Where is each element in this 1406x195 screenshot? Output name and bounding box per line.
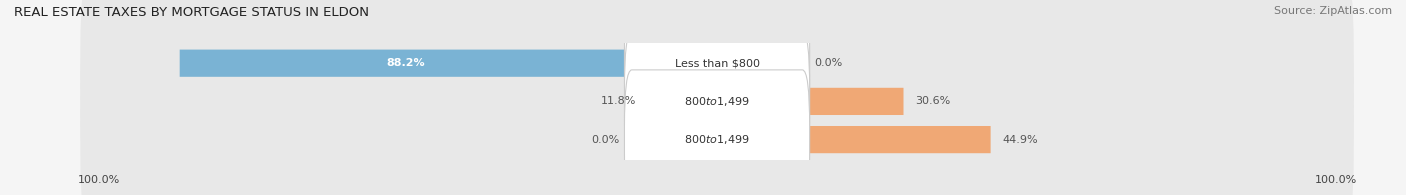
Text: REAL ESTATE TAXES BY MORTGAGE STATUS IN ELDON: REAL ESTATE TAXES BY MORTGAGE STATUS IN … [14,6,368,19]
Text: 30.6%: 30.6% [915,96,950,106]
Text: 11.8%: 11.8% [600,96,636,106]
FancyBboxPatch shape [80,0,1354,150]
FancyBboxPatch shape [624,70,810,195]
FancyBboxPatch shape [80,14,1354,189]
Text: 44.9%: 44.9% [1002,135,1039,145]
Text: Source: ZipAtlas.com: Source: ZipAtlas.com [1274,6,1392,16]
Text: 0.0%: 0.0% [592,135,620,145]
FancyBboxPatch shape [631,88,645,115]
FancyBboxPatch shape [803,88,904,115]
FancyBboxPatch shape [180,50,631,77]
FancyBboxPatch shape [624,0,810,133]
Text: $800 to $1,499: $800 to $1,499 [685,133,749,146]
Text: 88.2%: 88.2% [387,58,425,68]
Text: Less than $800: Less than $800 [675,58,759,68]
Text: 0.0%: 0.0% [814,58,842,68]
Text: 100.0%: 100.0% [77,175,120,185]
FancyBboxPatch shape [803,126,991,153]
Text: 100.0%: 100.0% [1315,175,1357,185]
FancyBboxPatch shape [624,32,810,171]
FancyBboxPatch shape [80,52,1354,195]
Text: $800 to $1,499: $800 to $1,499 [685,95,749,108]
